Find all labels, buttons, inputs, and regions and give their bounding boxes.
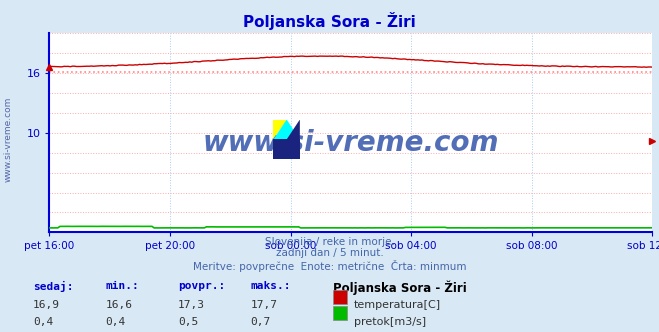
Text: sedaj:: sedaj: — [33, 281, 73, 291]
Text: Meritve: povprečne  Enote: metrične  Črta: minmum: Meritve: povprečne Enote: metrične Črta:… — [192, 260, 467, 272]
Text: min.:: min.: — [105, 281, 139, 290]
Text: Poljanska Sora - Žiri: Poljanska Sora - Žiri — [243, 12, 416, 30]
Text: 0,4: 0,4 — [105, 317, 126, 327]
Text: www.si-vreme.com: www.si-vreme.com — [3, 97, 13, 182]
Text: zadnji dan / 5 minut.: zadnji dan / 5 minut. — [275, 248, 384, 258]
Text: 0,5: 0,5 — [178, 317, 198, 327]
Text: 16,6: 16,6 — [105, 300, 132, 310]
Text: Poljanska Sora - Žiri: Poljanska Sora - Žiri — [333, 281, 467, 295]
Text: 0,4: 0,4 — [33, 317, 53, 327]
Text: maks.:: maks.: — [250, 281, 291, 290]
Text: www.si-vreme.com: www.si-vreme.com — [203, 129, 499, 157]
Text: povpr.:: povpr.: — [178, 281, 225, 290]
Text: Slovenija / reke in morje.: Slovenija / reke in morje. — [264, 237, 395, 247]
Polygon shape — [287, 120, 300, 139]
Text: 17,7: 17,7 — [250, 300, 277, 310]
Text: 16,9: 16,9 — [33, 300, 60, 310]
Text: 0,7: 0,7 — [250, 317, 271, 327]
Text: pretok[m3/s]: pretok[m3/s] — [354, 317, 426, 327]
Text: temperatura[C]: temperatura[C] — [354, 300, 441, 310]
Polygon shape — [273, 120, 300, 139]
Polygon shape — [273, 120, 287, 139]
Text: 17,3: 17,3 — [178, 300, 205, 310]
Polygon shape — [273, 139, 300, 159]
